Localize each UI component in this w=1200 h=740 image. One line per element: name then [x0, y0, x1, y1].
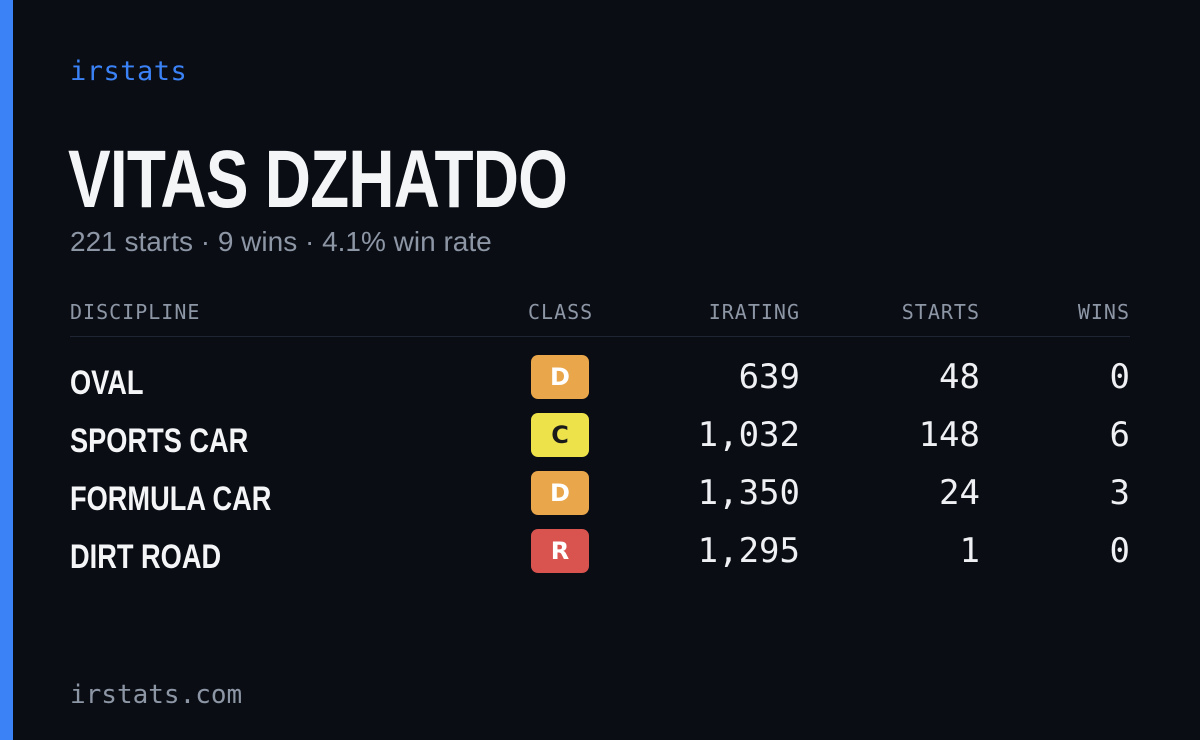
header-wins: WINS — [1077, 300, 1130, 324]
driver-summary: 221 starts · 9 wins · 4.1% win rate — [70, 226, 492, 257]
header-irating: IRATING — [708, 300, 800, 324]
table-header: DISCIPLINE CLASS IRATING STARTS WINS — [70, 296, 1130, 337]
table-row: DIRT ROAD R 1,295 1 0 — [70, 527, 1130, 585]
discipline-name: FORMULA CAR — [70, 480, 272, 518]
table-row: OVAL D 639 48 0 — [70, 353, 1130, 411]
table-row: FORMULA CAR D 1,350 24 3 — [70, 469, 1130, 527]
table-row: SPORTS CAR C 1,032 148 6 — [70, 411, 1130, 469]
irating-value: 1,350 — [697, 473, 800, 513]
irating-value: 1,032 — [697, 415, 800, 455]
irating-value: 639 — [738, 357, 800, 397]
driver-name: VITAS DZHATDO — [68, 134, 568, 225]
starts-value: 24 — [939, 473, 980, 513]
starts-value: 1 — [959, 531, 980, 571]
license-class-badge: R — [531, 529, 589, 573]
discipline-table: DISCIPLINE CLASS IRATING STARTS WINS OVA… — [70, 296, 1130, 585]
wins-value: 3 — [1109, 473, 1130, 513]
discipline-name: DIRT ROAD — [70, 538, 222, 576]
starts-value: 48 — [939, 357, 980, 397]
brand-logo: irstats — [70, 56, 188, 87]
header-starts: STARTS — [901, 300, 980, 324]
table-body: OVAL D 639 48 0 SPORTS CAR C 1,032 148 6… — [70, 353, 1130, 585]
wins-value: 6 — [1109, 415, 1130, 455]
discipline-name: SPORTS CAR — [70, 422, 249, 460]
wins-value: 0 — [1109, 531, 1130, 571]
header-discipline: DISCIPLINE — [70, 300, 201, 324]
wins-value: 0 — [1109, 357, 1130, 397]
footer-domain: irstats.com — [70, 680, 243, 710]
license-class-badge: C — [531, 413, 589, 457]
license-class-badge: D — [531, 355, 589, 399]
header-class: CLASS — [528, 300, 594, 324]
discipline-name: OVAL — [70, 364, 144, 402]
irating-value: 1,295 — [697, 531, 800, 571]
starts-value: 148 — [918, 415, 980, 455]
license-class-badge: D — [531, 471, 589, 515]
accent-bar — [0, 0, 13, 740]
